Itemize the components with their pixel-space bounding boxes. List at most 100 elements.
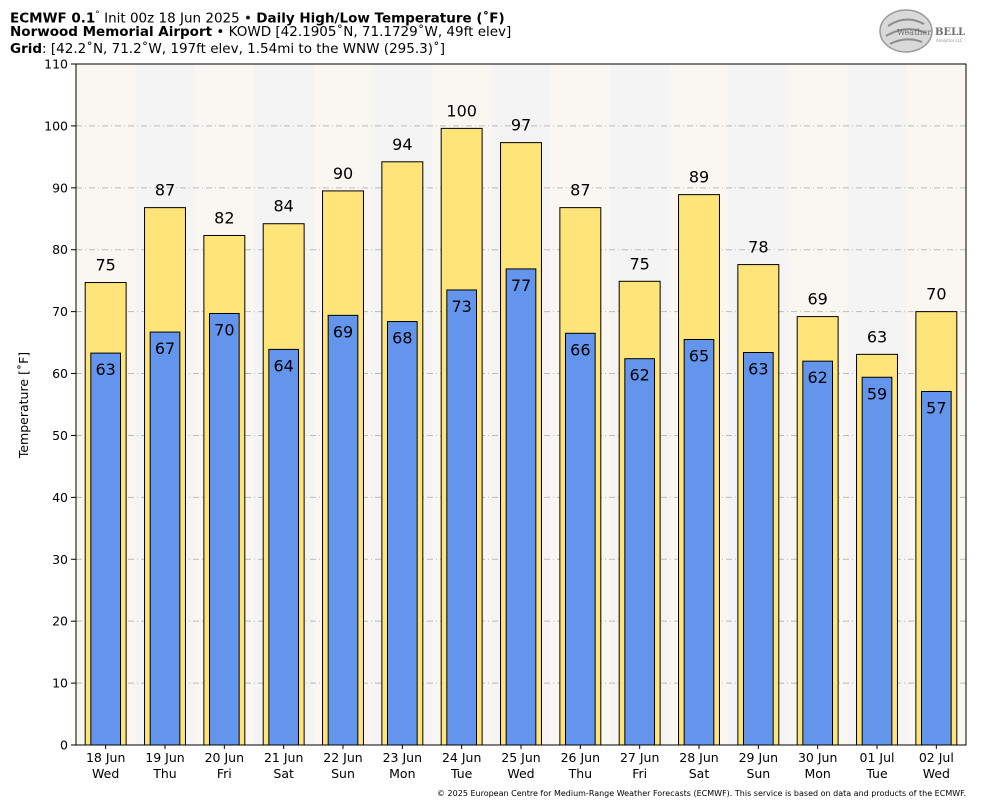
x-tick-date: 27 Jun bbox=[620, 750, 659, 765]
low-bar bbox=[505, 268, 537, 746]
x-tick-date: 30 Jun bbox=[798, 750, 837, 765]
high-value-label: 100 bbox=[446, 101, 477, 120]
x-tick-day: Wed bbox=[923, 766, 950, 781]
low-value-label: 70 bbox=[214, 320, 234, 339]
low-bar bbox=[921, 390, 952, 746]
low-bar bbox=[802, 360, 833, 746]
high-value-label: 82 bbox=[214, 208, 234, 227]
x-tick-date: 26 Jun bbox=[561, 750, 600, 765]
chart-title: Daily High/Low Temperature (˚F) bbox=[256, 10, 505, 27]
low-value-label: 62 bbox=[629, 366, 649, 385]
low-value-label: 73 bbox=[451, 297, 471, 316]
header-line-3: Grid: [42.2˚N, 71.2˚W, 197ft elev, 1.54m… bbox=[10, 41, 445, 58]
high-value-label: 63 bbox=[867, 327, 887, 346]
x-tick-day: Fri bbox=[632, 766, 647, 781]
x-tick-date: 25 Jun bbox=[501, 750, 540, 765]
init-time: Init 00z 18 Jun 2025 bbox=[99, 10, 240, 27]
high-value-label: 78 bbox=[748, 238, 768, 257]
x-tick-date: 29 Jun bbox=[739, 750, 778, 765]
low-bar bbox=[268, 348, 300, 746]
y-tick-label: 60 bbox=[52, 366, 68, 381]
high-value-label: 75 bbox=[95, 256, 115, 275]
grid-details: : [42.2˚N, 71.2˚W, 197ft elev, 1.54mi to… bbox=[42, 41, 445, 57]
x-tick-date: 22 Jun bbox=[323, 750, 362, 765]
x-tick-day: Mon bbox=[389, 766, 415, 781]
x-tick-day: Sun bbox=[746, 766, 770, 781]
low-bar bbox=[209, 312, 240, 746]
low-value-label: 63 bbox=[748, 359, 768, 378]
x-tick-day: Wed bbox=[507, 766, 534, 781]
x-tick-date: 18 Jun bbox=[86, 750, 125, 765]
y-tick-label: 110 bbox=[44, 57, 68, 72]
low-bar bbox=[446, 289, 478, 746]
low-value-label: 68 bbox=[392, 329, 412, 348]
x-tick-day: Sat bbox=[689, 766, 710, 781]
y-axis-label: Temperature [˚F] bbox=[16, 352, 31, 459]
y-tick-label: 50 bbox=[52, 428, 68, 443]
x-tick-day: Wed bbox=[92, 766, 119, 781]
x-tick-day: Sat bbox=[273, 766, 294, 781]
low-bar bbox=[90, 352, 122, 746]
header-line-2: Norwood Memorial Airport • KOWD [42.1905… bbox=[10, 24, 511, 41]
low-value-label: 67 bbox=[155, 339, 175, 358]
x-tick-day: Thu bbox=[152, 766, 176, 781]
logo-text-b: BELL bbox=[935, 27, 965, 38]
high-value-label: 75 bbox=[629, 254, 649, 273]
x-tick-date: 21 Jun bbox=[264, 750, 303, 765]
low-value-label: 59 bbox=[867, 384, 887, 403]
x-tick-date: 28 Jun bbox=[679, 750, 718, 765]
x-tick-day: Thu bbox=[568, 766, 592, 781]
x-tick-date: 24 Jun bbox=[442, 750, 481, 765]
low-bar bbox=[861, 376, 893, 746]
low-value-label: 64 bbox=[273, 356, 293, 375]
y-tick-label: 40 bbox=[52, 490, 68, 505]
x-tick-day: Tue bbox=[450, 766, 473, 781]
high-value-label: 70 bbox=[926, 285, 946, 304]
high-value-label: 84 bbox=[273, 197, 293, 216]
low-value-label: 57 bbox=[926, 398, 946, 417]
x-tick-day: Mon bbox=[804, 766, 830, 781]
header-separator: • bbox=[239, 10, 257, 27]
copyright-notice: © 2025 European Centre for Medium-Range … bbox=[437, 789, 966, 798]
y-tick-label: 30 bbox=[52, 552, 68, 567]
low-value-label: 65 bbox=[689, 346, 709, 365]
y-tick-label: 0 bbox=[60, 738, 68, 753]
high-value-label: 97 bbox=[511, 116, 531, 135]
low-bar bbox=[743, 351, 774, 746]
weatherbell-logo: Weather BELL Analytics LLC bbox=[879, 9, 965, 53]
x-tick-date: 23 Jun bbox=[383, 750, 422, 765]
low-value-label: 66 bbox=[570, 340, 590, 359]
x-tick-date: 20 Jun bbox=[205, 750, 244, 765]
logo-text-a: Weather bbox=[897, 28, 931, 37]
high-value-label: 94 bbox=[392, 135, 412, 154]
x-tick-day: Sun bbox=[331, 766, 355, 781]
high-value-label: 89 bbox=[689, 168, 709, 187]
model-name: ECMWF 0.1 bbox=[10, 10, 96, 27]
x-tick-date: 01 Jul bbox=[860, 750, 895, 765]
y-tick-label: 70 bbox=[52, 304, 68, 319]
station-details: KOWD [42.1905˚N, 71.1729˚W, 49ft elev] bbox=[228, 24, 512, 40]
y-tick-label: 80 bbox=[52, 242, 68, 257]
high-value-label: 87 bbox=[570, 181, 590, 200]
y-tick-label: 10 bbox=[52, 676, 68, 691]
header-separator: • bbox=[212, 24, 229, 40]
x-tick-date: 19 Jun bbox=[145, 750, 184, 765]
high-value-label: 69 bbox=[807, 290, 827, 309]
low-value-label: 77 bbox=[511, 276, 531, 295]
low-value-label: 62 bbox=[807, 368, 827, 387]
low-bar bbox=[387, 321, 418, 746]
low-value-label: 69 bbox=[333, 322, 353, 341]
low-bar bbox=[624, 358, 655, 746]
logo-sub: Analytics LLC bbox=[936, 38, 963, 43]
low-value-label: 63 bbox=[95, 360, 115, 379]
data-labels: 75 63 87 67 82 70 84 64 90 69 94 68 100 73 97 77 87 66 75 6… bbox=[95, 101, 946, 417]
plot-frame bbox=[75, 63, 967, 746]
x-tick-date: 02 Jul bbox=[919, 750, 954, 765]
header-line-1: ECMWF 0.1° Init 00z 18 Jun 2025 • Daily … bbox=[10, 7, 505, 28]
low-bar bbox=[565, 332, 596, 746]
x-tick-day: Tue bbox=[865, 766, 888, 781]
y-tick-label: 90 bbox=[52, 180, 68, 195]
x-tick-day: Fri bbox=[217, 766, 232, 781]
